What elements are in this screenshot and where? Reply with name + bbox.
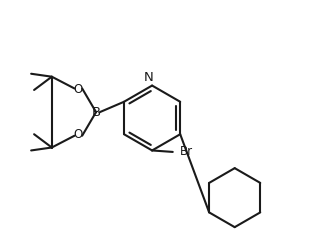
Text: Br: Br [180, 145, 193, 158]
Text: N: N [144, 71, 154, 84]
Text: O: O [74, 84, 83, 97]
Text: O: O [74, 128, 83, 141]
Text: B: B [92, 105, 100, 119]
